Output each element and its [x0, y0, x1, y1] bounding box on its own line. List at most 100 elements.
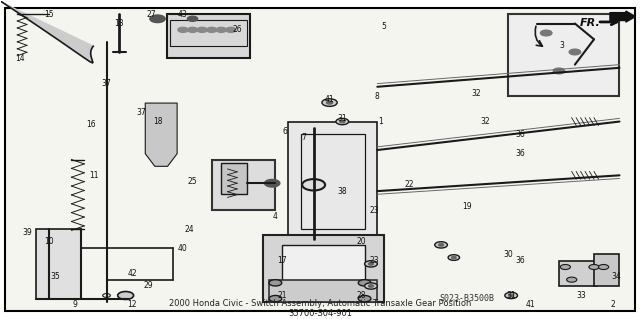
Circle shape	[207, 27, 217, 33]
Circle shape	[358, 295, 371, 302]
Text: 38: 38	[337, 187, 347, 196]
Text: 41: 41	[525, 300, 535, 309]
FancyArrow shape	[610, 11, 636, 22]
Circle shape	[188, 27, 198, 33]
Circle shape	[369, 263, 374, 265]
Text: 4: 4	[273, 212, 278, 221]
Circle shape	[365, 261, 378, 267]
Circle shape	[566, 277, 577, 282]
Bar	[170, 20, 246, 46]
Circle shape	[589, 264, 599, 270]
Circle shape	[365, 283, 378, 289]
Circle shape	[216, 27, 227, 33]
Circle shape	[598, 264, 609, 270]
Text: 1: 1	[378, 117, 383, 126]
PathPatch shape	[91, 46, 109, 69]
Circle shape	[150, 15, 165, 23]
Text: 40: 40	[178, 243, 188, 253]
Text: 5: 5	[381, 22, 386, 31]
Bar	[288, 122, 378, 242]
Circle shape	[560, 264, 570, 270]
Text: 17: 17	[277, 256, 287, 265]
Text: 20: 20	[356, 237, 366, 246]
Bar	[262, 235, 384, 302]
Circle shape	[336, 118, 349, 125]
Text: 10: 10	[44, 237, 54, 246]
Ellipse shape	[118, 292, 134, 300]
Circle shape	[569, 49, 580, 55]
Text: 6: 6	[282, 127, 287, 136]
Bar	[167, 14, 250, 58]
Text: 24: 24	[184, 225, 194, 234]
Circle shape	[540, 30, 552, 36]
Text: 32: 32	[481, 117, 490, 126]
Circle shape	[340, 120, 345, 123]
Text: 37: 37	[137, 108, 147, 116]
Text: 36: 36	[516, 130, 525, 139]
Text: 33: 33	[577, 291, 586, 300]
Circle shape	[264, 179, 280, 187]
Circle shape	[197, 27, 207, 33]
Text: 7: 7	[301, 133, 307, 142]
Text: 13: 13	[115, 19, 124, 28]
Bar	[36, 229, 81, 299]
Bar	[269, 280, 378, 302]
Text: 41: 41	[324, 95, 334, 104]
Circle shape	[358, 280, 371, 286]
Text: 39: 39	[22, 228, 32, 237]
Circle shape	[188, 16, 198, 21]
Circle shape	[269, 280, 282, 286]
Text: 9: 9	[72, 300, 77, 309]
Text: 43: 43	[178, 10, 188, 19]
Text: 29: 29	[143, 281, 153, 291]
Bar	[212, 160, 275, 210]
Circle shape	[509, 294, 514, 297]
Text: FR.: FR.	[580, 18, 600, 28]
Circle shape	[448, 255, 460, 260]
Circle shape	[435, 242, 447, 248]
FancyBboxPatch shape	[4, 8, 636, 311]
Text: 30: 30	[503, 250, 513, 259]
Text: 26: 26	[232, 25, 242, 34]
Circle shape	[269, 295, 282, 302]
Text: 25: 25	[188, 177, 197, 186]
Text: 21: 21	[277, 291, 287, 300]
Text: 42: 42	[127, 269, 137, 278]
Circle shape	[326, 101, 333, 104]
Circle shape	[322, 99, 337, 106]
Text: 11: 11	[89, 171, 99, 180]
Text: 36: 36	[516, 256, 525, 265]
Bar	[508, 14, 620, 96]
Text: 34: 34	[611, 272, 621, 281]
Text: 28: 28	[356, 291, 366, 300]
Text: 31: 31	[337, 114, 347, 123]
Text: 19: 19	[461, 203, 472, 211]
Text: 2000 Honda Civic - Switch Assembly, Automatic Transaxle Gear Position
35700-S04-: 2000 Honda Civic - Switch Assembly, Auto…	[169, 299, 471, 318]
Bar	[301, 134, 365, 229]
Text: 3: 3	[560, 41, 564, 50]
Bar	[559, 261, 597, 286]
Bar	[594, 254, 620, 286]
Text: 12: 12	[127, 300, 137, 309]
Text: 22: 22	[404, 180, 414, 189]
Text: 35: 35	[51, 272, 60, 281]
Circle shape	[438, 244, 444, 246]
Text: 15: 15	[44, 10, 54, 19]
Text: 27: 27	[147, 10, 156, 19]
Text: 37: 37	[102, 79, 111, 88]
Text: 2: 2	[611, 300, 616, 309]
Circle shape	[302, 179, 325, 190]
Text: 16: 16	[86, 120, 95, 129]
Text: 18: 18	[153, 117, 163, 126]
Text: S023-B3500B: S023-B3500B	[439, 294, 494, 303]
Bar	[221, 163, 246, 194]
Circle shape	[369, 285, 374, 287]
Text: 23: 23	[369, 256, 379, 265]
Text: 31: 31	[506, 291, 516, 300]
Circle shape	[452, 256, 456, 259]
Circle shape	[178, 27, 188, 33]
Text: 32: 32	[471, 89, 481, 98]
Circle shape	[553, 68, 564, 74]
Text: 36: 36	[516, 149, 525, 158]
Text: 14: 14	[16, 54, 26, 63]
